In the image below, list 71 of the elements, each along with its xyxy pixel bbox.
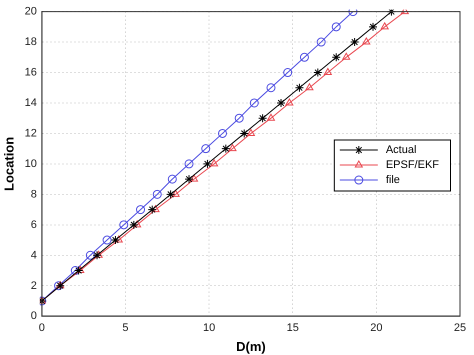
x-tick-label: 20: [370, 322, 382, 334]
point: [380, 22, 389, 30]
point: [148, 205, 157, 214]
point: [324, 68, 332, 76]
point: [184, 174, 194, 184]
point: [152, 190, 162, 199]
point: [201, 144, 210, 154]
legend-label: file: [386, 174, 400, 186]
point: [294, 83, 304, 92]
x-axis-title: D(m): [236, 338, 266, 354]
point: [152, 205, 160, 212]
point: [172, 190, 180, 197]
point: [342, 52, 350, 60]
point: [246, 128, 255, 136]
x-tick-label: 10: [202, 322, 216, 334]
point: [136, 205, 146, 214]
point: [202, 159, 212, 168]
point: [133, 220, 142, 228]
point: [305, 83, 314, 90]
point: [221, 144, 230, 154]
point: [300, 52, 309, 62]
point: [332, 22, 341, 32]
point: [129, 220, 138, 230]
y-tick-label: 8: [30, 188, 37, 200]
y-tick-label: 20: [24, 6, 37, 18]
point: [348, 10, 358, 16]
x-tick-label: 25: [454, 322, 466, 334]
x-tick-label: 5: [122, 322, 129, 334]
y-tick-label: 18: [24, 36, 37, 48]
y-axis-title: Location: [1, 136, 16, 191]
point: [283, 68, 292, 78]
point: [86, 250, 95, 260]
point: [102, 236, 112, 245]
y-tick-label: 0: [30, 310, 37, 322]
y-tick-label: 14: [24, 97, 37, 110]
point: [166, 190, 176, 199]
x-tick-label: 0: [38, 322, 45, 334]
point: [276, 98, 286, 108]
x-tick-label: 15: [286, 322, 299, 334]
point: [119, 220, 128, 230]
point: [74, 266, 84, 276]
legend-label: Actual: [386, 144, 416, 156]
point: [267, 114, 275, 121]
point: [285, 98, 294, 106]
y-tick-label: 10: [24, 158, 37, 170]
y-tick-label: 12: [24, 127, 37, 140]
point: [184, 159, 194, 168]
point: [228, 144, 236, 152]
point: [350, 38, 360, 47]
point: [210, 159, 218, 166]
y-tick-label: 4: [30, 249, 37, 262]
point: [218, 128, 227, 138]
legend-label: EPSF/EKF: [386, 159, 440, 172]
point: [313, 68, 322, 78]
point: [168, 174, 177, 184]
point: [190, 174, 198, 182]
y-tick-label: 6: [30, 218, 37, 231]
y-tick-label: 2: [30, 280, 37, 292]
point: [234, 114, 244, 123]
point: [110, 236, 120, 245]
point: [258, 114, 268, 123]
point: [386, 10, 396, 16]
point: [250, 98, 259, 108]
point: [332, 52, 341, 62]
point: [266, 83, 276, 92]
point: [114, 236, 123, 243]
point: [316, 38, 326, 47]
y-tick-label: 16: [24, 66, 37, 79]
point: [368, 22, 378, 32]
point: [240, 128, 249, 138]
point: [362, 38, 370, 45]
